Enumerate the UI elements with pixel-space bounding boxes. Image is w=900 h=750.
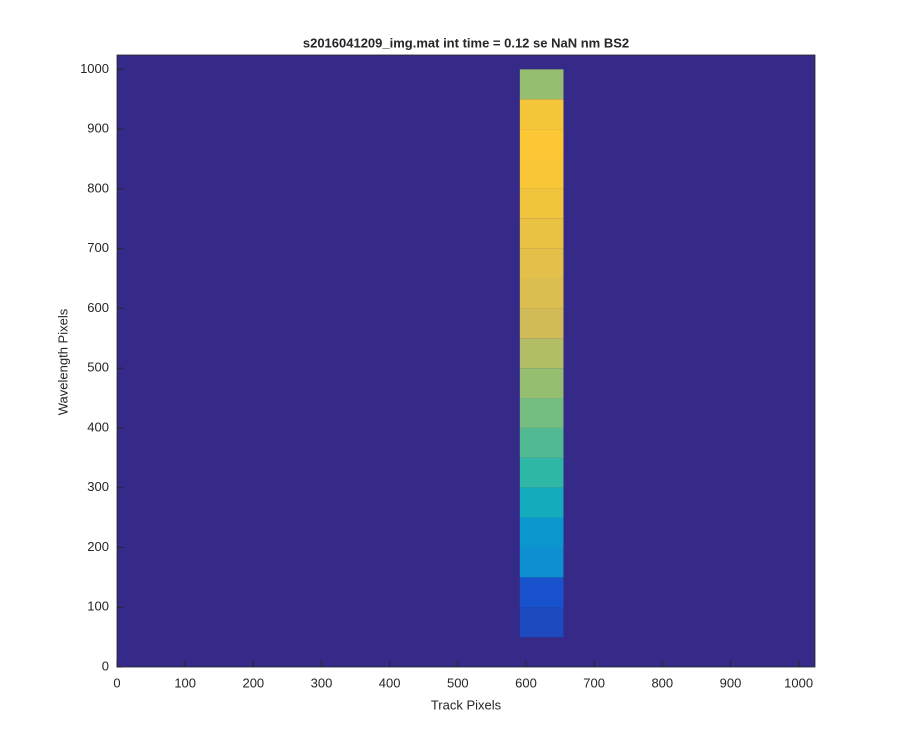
x-tick-label: 800 [651,675,673,690]
band-cell [519,99,564,130]
x-tick-label: 1000 [784,675,813,690]
band-cell [519,188,564,219]
y-tick-label: 400 [87,419,109,434]
y-tick-label: 0 [102,658,109,673]
y-axis-label: Wavelength Pixels [55,308,70,415]
x-tick-label: 700 [583,675,605,690]
band-cell [519,69,564,100]
band-cell [519,427,564,458]
y-tick-label: 700 [87,240,109,255]
y-tick-label: 900 [87,121,109,136]
band-cell [519,368,564,399]
y-tick-label: 1000 [80,61,109,76]
band-cell [519,308,564,339]
band-cell [519,547,564,578]
x-tick-label: 100 [174,675,196,690]
y-tick-label: 300 [87,479,109,494]
y-tick-label: 100 [87,599,109,614]
x-tick-label: 0 [113,675,120,690]
y-tick-label: 500 [87,360,109,375]
x-tick-label: 300 [311,675,333,690]
y-tick-label: 200 [87,539,109,554]
axes-box [116,54,816,668]
x-tick-label: 600 [515,675,537,690]
band-cell [519,457,564,488]
x-axis-label: Track Pixels [431,697,502,712]
band-cell [519,577,564,608]
band-cell [519,129,564,159]
band-cell [519,218,564,249]
background-cells [117,55,815,667]
x-tick-label: 400 [379,675,401,690]
band-cell [519,398,564,428]
band-cell [519,517,564,548]
x-tick-label: 200 [242,675,264,690]
band-cell [519,158,564,189]
x-tick-label: 500 [447,675,469,690]
band-cell [519,248,564,279]
y-tick-label: 800 [87,180,109,195]
x-tick-label: 900 [720,675,742,690]
chart-title: s2016041209_img.mat int time = 0.12 se N… [303,35,629,50]
band-cell [519,607,564,638]
band-cell [519,278,564,309]
band-cell [519,338,564,369]
band-cell [519,487,564,518]
y-tick-label: 600 [87,300,109,315]
